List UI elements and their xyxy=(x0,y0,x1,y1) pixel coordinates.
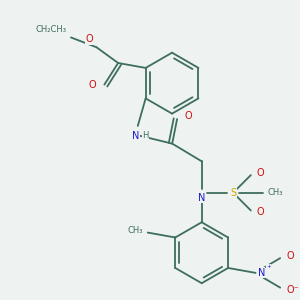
Text: O: O xyxy=(86,34,94,44)
Text: N: N xyxy=(132,131,140,141)
Text: O: O xyxy=(257,168,264,178)
Text: N: N xyxy=(198,193,206,203)
Text: +: + xyxy=(266,265,271,269)
Text: O: O xyxy=(185,111,193,121)
Text: O: O xyxy=(89,80,97,90)
Text: CH₃: CH₃ xyxy=(128,226,143,235)
Text: O: O xyxy=(286,251,294,261)
Text: S: S xyxy=(230,188,236,198)
Text: O⁻: O⁻ xyxy=(286,285,299,295)
Text: CH₂CH₃: CH₂CH₃ xyxy=(35,26,66,34)
Text: H: H xyxy=(142,131,149,140)
Text: N: N xyxy=(258,268,265,278)
Text: CH₃: CH₃ xyxy=(268,188,283,197)
Text: O: O xyxy=(257,207,264,218)
